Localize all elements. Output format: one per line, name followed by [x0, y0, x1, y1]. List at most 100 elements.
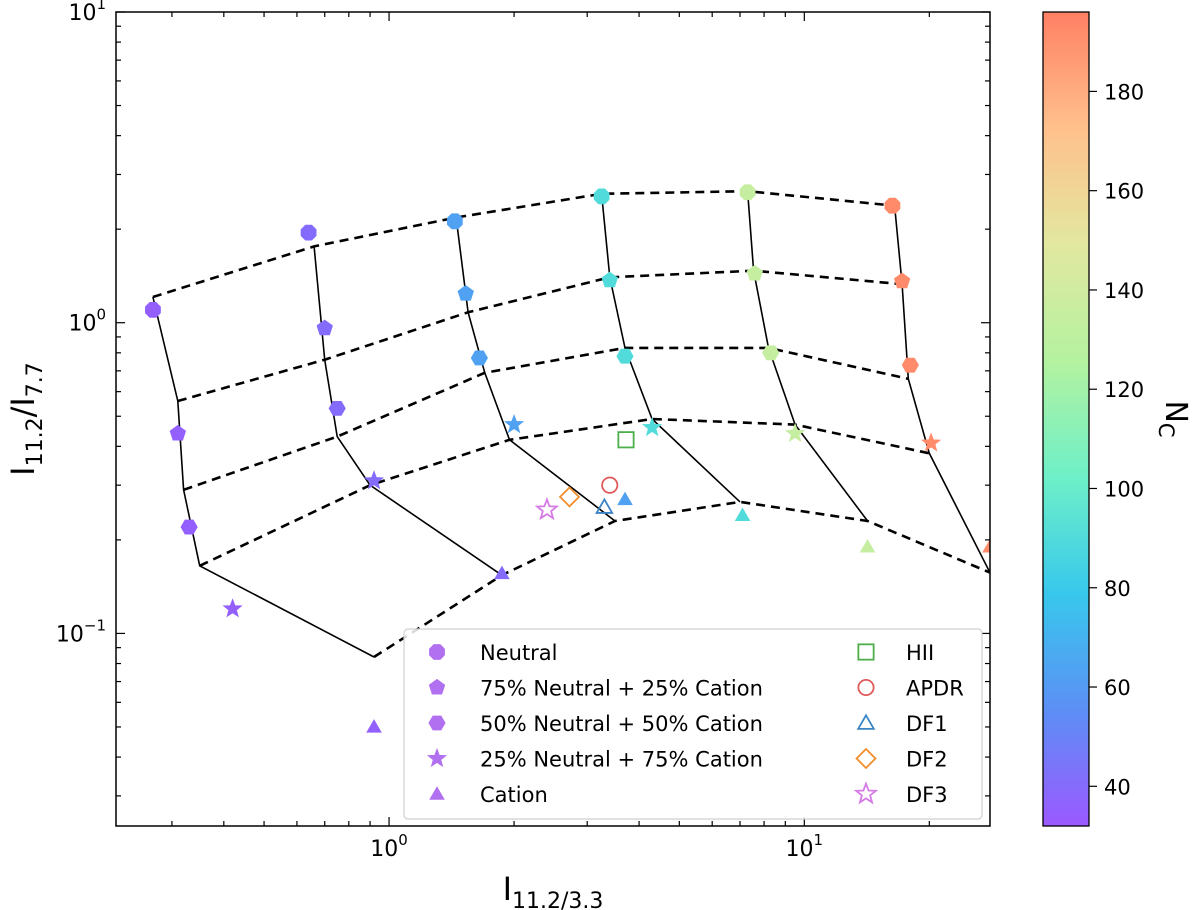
grid-column-4 — [600, 193, 741, 503]
point-octagon-6 — [884, 197, 901, 214]
model-markers — [145, 184, 990, 733]
colorbar-label: NC — [1154, 400, 1193, 437]
y-tick-label: 101 — [68, 0, 106, 26]
colorbar-gradient — [1043, 12, 1089, 826]
x-tick-label: 100 — [370, 831, 408, 862]
legend: Neutral 75% Neutral + 25% Cation 50% Neutr… — [403, 628, 983, 820]
x-tick-label: 101 — [786, 831, 824, 862]
colorbar-tick-label: 180 — [1104, 80, 1144, 104]
legend-marker-triangle — [429, 786, 445, 800]
legend-label: 75% Neutral + 25% Cation — [480, 677, 763, 701]
point-star-5 — [784, 422, 806, 443]
colorbar-tick-label: 100 — [1104, 477, 1144, 501]
legend-label: APDR — [906, 677, 964, 701]
obs-df2 — [558, 486, 581, 508]
point-hexagon-2 — [328, 400, 346, 416]
svg-text:10−1: 10−1 — [56, 616, 106, 647]
legend-box — [403, 628, 983, 820]
point-pentagon-4 — [601, 271, 618, 288]
colorbar-tick-label: 160 — [1104, 180, 1144, 204]
point-octagon-1 — [145, 301, 161, 318]
grid-row-4 — [199, 417, 930, 567]
colorbar-tick-label: 120 — [1104, 378, 1144, 402]
point-star-3 — [503, 413, 525, 434]
axis-ticks: 100 101 10−1 100 101 — [56, 0, 990, 862]
point-pentagon-6 — [893, 272, 911, 289]
colorbar-frame — [1042, 11, 1090, 827]
model-grid-lines — [152, 189, 990, 659]
point-pentagon-3 — [457, 285, 474, 301]
legend-label: HII — [906, 641, 934, 665]
legend-marker-star — [426, 747, 448, 768]
x-axis-label: I11.2/3.3 — [503, 870, 604, 910]
point-hexagon-6 — [901, 357, 919, 373]
grid-column-3 — [455, 217, 616, 522]
obs-df1 — [595, 497, 614, 514]
plot-frame — [115, 11, 991, 827]
point-hexagon-5 — [762, 345, 780, 361]
legend-label: DF3 — [906, 783, 948, 807]
grid-row-5 — [373, 500, 990, 659]
legend-label: 25% Neutral + 75% Cation — [480, 748, 763, 772]
legend-label: DF1 — [906, 712, 948, 736]
point-pentagon-5 — [746, 264, 764, 281]
point-star-2 — [363, 470, 385, 490]
colorbar-tick-label: 60 — [1104, 676, 1131, 700]
svg-text:101: 101 — [786, 831, 824, 862]
plot-area: 100 101 10−1 100 101 — [56, 0, 991, 862]
y-tick-label: 100 — [68, 306, 106, 337]
point-octagon-3 — [446, 213, 463, 230]
point-octagon-5 — [739, 184, 756, 201]
obs-df3 — [534, 496, 560, 521]
point-triangle-5 — [859, 539, 876, 553]
obs-apdr — [601, 476, 619, 494]
point-star-4 — [642, 416, 663, 437]
point-hexagon-3 — [470, 350, 488, 366]
colorbar-tick-label: 140 — [1104, 279, 1144, 303]
point-triangle-4 — [734, 507, 751, 521]
svg-text:100: 100 — [370, 831, 408, 862]
svg-text:100: 100 — [68, 306, 106, 337]
legend-marker-hii — [857, 643, 875, 661]
point-triangle-1 — [366, 719, 382, 733]
point-octagon-2 — [300, 224, 317, 241]
svg-text:I11.2/3.3: I11.2/3.3 — [503, 870, 604, 910]
grid-row-3 — [183, 346, 909, 492]
legend-marker-df2 — [855, 747, 877, 770]
grid-column-6 — [893, 205, 990, 573]
legend-marker-octagon — [429, 644, 445, 660]
y-axis-label: I11.2/I7.7 — [4, 362, 48, 476]
legend-label: Cation — [480, 783, 548, 807]
y-tick-label: 10−1 — [56, 616, 106, 647]
point-star-1 — [222, 598, 243, 618]
grid-row-1 — [152, 189, 895, 299]
point-hexagon-1 — [180, 519, 198, 535]
legend-label: DF2 — [906, 748, 948, 772]
legend-marker-apdr — [857, 678, 875, 697]
legend-marker-df3 — [853, 781, 879, 805]
grid-column-2 — [313, 246, 503, 576]
point-pentagon-2 — [316, 319, 333, 336]
legend-marker-hexagon — [428, 715, 446, 731]
svg-text:I11.2/I7.7: I11.2/I7.7 — [4, 362, 48, 476]
point-hexagon-4 — [616, 348, 634, 364]
point-triangle-3 — [617, 491, 633, 506]
svg-text:NC: NC — [1154, 400, 1193, 437]
legend-marker-df1 — [856, 713, 876, 730]
point-triangle-2 — [494, 565, 510, 580]
colorbar: 40 60 80 100 120 140 160 180 NC — [1042, 11, 1193, 827]
point-star-6 — [921, 432, 942, 452]
colorbar-tick-label: 40 — [1104, 775, 1131, 799]
legend-marker-pentagon — [428, 678, 446, 695]
grid-column-1 — [152, 296, 375, 658]
point-pentagon-1 — [169, 424, 187, 441]
observation-markers — [534, 431, 635, 521]
grid-row-2 — [177, 269, 903, 403]
point-octagon-4 — [593, 188, 610, 205]
legend-label: 50% Neutral + 50% Cation — [480, 712, 763, 736]
obs-hii — [617, 431, 635, 449]
svg-text:101: 101 — [68, 0, 106, 26]
legend-label: Neutral — [480, 641, 558, 665]
point-triangle-6 — [982, 539, 990, 553]
